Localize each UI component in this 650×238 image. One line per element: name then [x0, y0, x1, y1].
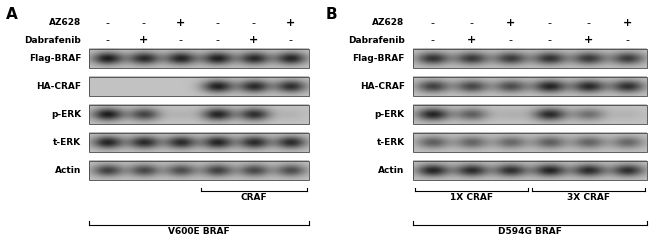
Text: B: B	[325, 7, 337, 22]
Text: -: -	[289, 35, 292, 45]
Text: +: +	[249, 35, 259, 45]
Text: p-ERK: p-ERK	[51, 110, 81, 119]
Bar	[89, 133, 309, 152]
Text: A: A	[6, 7, 18, 22]
Text: +: +	[286, 18, 295, 28]
Text: Dabrafenib: Dabrafenib	[24, 36, 81, 45]
Text: -: -	[508, 35, 512, 45]
Bar	[89, 77, 309, 96]
Bar	[413, 49, 647, 68]
Text: +: +	[467, 35, 476, 45]
Text: HA-CRAF: HA-CRAF	[36, 82, 81, 91]
Text: -: -	[105, 35, 109, 45]
Text: AZ628: AZ628	[372, 18, 405, 27]
Bar	[413, 133, 647, 152]
Text: p-ERK: p-ERK	[374, 110, 405, 119]
Text: -: -	[586, 18, 590, 28]
Bar	[89, 161, 309, 180]
Bar	[89, 105, 309, 124]
Text: +: +	[176, 18, 185, 28]
Bar	[413, 105, 647, 124]
Text: Flag-BRAF: Flag-BRAF	[29, 54, 81, 63]
Text: AZ628: AZ628	[49, 18, 81, 27]
Text: -: -	[430, 18, 434, 28]
Text: D594G BRAF: D594G BRAF	[498, 227, 562, 236]
Text: -: -	[469, 18, 473, 28]
Text: +: +	[139, 35, 149, 45]
Text: -: -	[179, 35, 183, 45]
Text: +: +	[584, 35, 593, 45]
Text: t-ERK: t-ERK	[53, 138, 81, 147]
Bar	[89, 49, 309, 68]
Text: -: -	[252, 18, 256, 28]
Text: Flag-BRAF: Flag-BRAF	[352, 54, 405, 63]
Text: HA-CRAF: HA-CRAF	[359, 82, 405, 91]
Text: t-ERK: t-ERK	[376, 138, 405, 147]
Text: +: +	[506, 18, 515, 28]
Text: 1X CRAF: 1X CRAF	[450, 193, 493, 203]
Text: Actin: Actin	[55, 166, 81, 175]
Bar	[413, 77, 647, 96]
Text: CRAF: CRAF	[240, 193, 267, 203]
Text: V600E BRAF: V600E BRAF	[168, 227, 229, 236]
Text: -: -	[625, 35, 629, 45]
Text: -: -	[547, 18, 551, 28]
Text: -: -	[215, 18, 219, 28]
Text: -: -	[430, 35, 434, 45]
Text: -: -	[215, 35, 219, 45]
Text: 3X CRAF: 3X CRAF	[567, 193, 610, 203]
Text: -: -	[105, 18, 109, 28]
Text: Actin: Actin	[378, 166, 405, 175]
Text: Dabrafenib: Dabrafenib	[348, 36, 405, 45]
Text: +: +	[623, 18, 632, 28]
Text: -: -	[547, 35, 551, 45]
Bar	[413, 161, 647, 180]
Text: -: -	[142, 18, 146, 28]
